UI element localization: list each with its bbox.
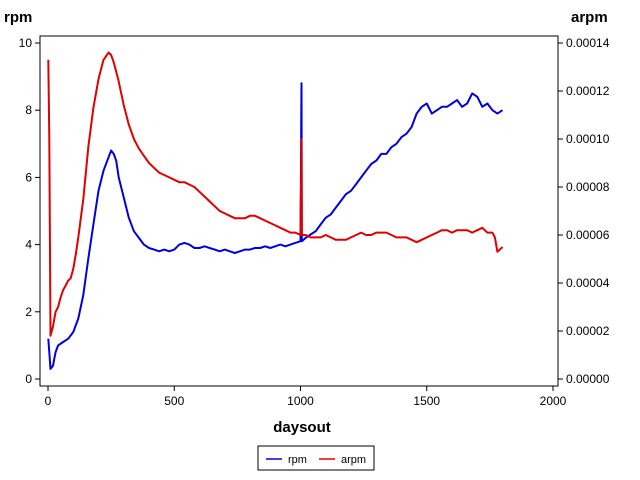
y2-tick-label: 0.00008 [566, 180, 610, 194]
y2-tick-label: 0.00002 [566, 324, 610, 338]
legend-label-arpm: arpm [341, 454, 366, 466]
legend: rpm arpm [257, 445, 375, 471]
y-tick-label: 4 [25, 238, 32, 252]
y-tick-label: 2 [25, 305, 32, 319]
y2-tick-label: 0.00014 [566, 36, 610, 50]
x-axis-title: daysout [273, 419, 331, 436]
plot-frame [39, 35, 559, 387]
x-tick-label: 2000 [540, 394, 567, 408]
legend-label-rpm: rpm [288, 454, 307, 466]
x-tick-label: 1000 [287, 394, 314, 408]
y-tick-label: 10 [19, 36, 33, 50]
right-y-axis: 0.00000 0.00002 0.00004 0.00006 0.00008 0.000… [558, 36, 610, 386]
y-tick-label: 0 [25, 372, 32, 386]
y2-tick-label: 0.00000 [566, 372, 610, 386]
series-layer [47, 51, 504, 370]
left-axis-title: rpm [4, 9, 32, 26]
left-y-axis: 0 2 4 6 8 10 [19, 36, 40, 386]
legend-box [257, 445, 375, 471]
x-tick-label: 0 [45, 394, 52, 408]
right-axis-title: arpm [571, 9, 608, 26]
y2-tick-label: 0.00010 [566, 132, 610, 146]
series-line-arpm [47, 51, 504, 337]
x-tick-label: 500 [164, 394, 184, 408]
y2-tick-label: 0.00006 [566, 228, 610, 242]
y2-tick-label: 0.00012 [566, 84, 610, 98]
y2-tick-label: 0.00004 [566, 276, 610, 290]
series-line-rpm [47, 82, 504, 370]
x-axis: 0 500 1000 1500 2000 [45, 386, 567, 408]
y-tick-label: 6 [25, 170, 32, 184]
y-tick-label: 8 [25, 103, 32, 117]
x-tick-label: 1500 [413, 394, 440, 408]
